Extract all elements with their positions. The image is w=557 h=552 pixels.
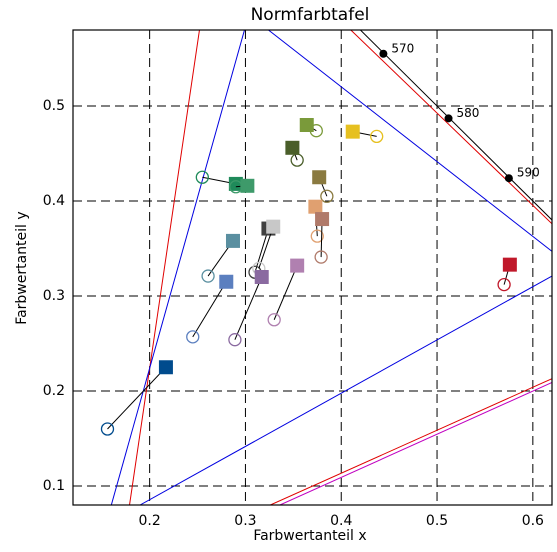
locus-point [379,49,388,58]
square-marker [308,199,323,214]
square-marker [266,219,281,234]
reference-line [350,30,552,225]
circle-marker [290,153,304,167]
plot-area [73,30,552,505]
square-marker [225,233,240,248]
square-marker [158,360,173,375]
square-marker [254,270,269,284]
circle-marker [267,313,281,327]
locus-label: 590 [517,166,540,180]
reference-line [139,275,552,505]
x-tick-label: 0.3 [234,513,256,529]
x-tick-label: 0.5 [426,513,448,529]
circle-marker [310,229,324,243]
y-tick-label: 0.3 [43,288,65,304]
y-tick-label: 0.1 [43,478,65,494]
locus-label: 570 [391,41,414,55]
circle-marker [100,422,115,436]
circle-marker [309,124,323,138]
chart-title: Normfarbtafel [251,5,370,25]
square-marker [299,118,314,132]
circle-marker [195,170,209,184]
locus-label: 580 [457,106,480,120]
circle-marker [186,330,200,344]
square-marker [315,212,330,227]
reference-line [129,30,200,505]
y-axis-label: Farbwertanteil y [14,211,30,324]
square-marker [345,124,360,139]
square-marker [285,140,300,155]
reference-line [268,30,552,252]
reference-line [360,30,552,221]
y-tick-label: 0.5 [43,98,65,114]
circle-marker [497,277,511,292]
square-marker [312,170,327,185]
x-tick-label: 0.6 [522,513,544,529]
locus-point [444,114,453,123]
y-tick-label: 0.2 [43,383,65,399]
reference-line [110,30,245,505]
connector [192,281,227,338]
x-axis-label: Farbwertanteil x [253,528,366,544]
reference-line [270,378,552,505]
circle-marker [320,189,334,203]
reference-line [279,381,552,505]
x-tick-label: 0.2 [139,513,161,529]
y-tick-label: 0.4 [43,193,65,209]
plot-frame [72,29,553,506]
locus-point [504,174,513,183]
square-marker [219,274,234,289]
circle-marker [314,250,328,264]
circle-marker [370,129,384,144]
square-marker [502,257,517,272]
connector [234,276,263,340]
square-marker [240,178,255,193]
connector [273,265,298,320]
connector [107,366,167,430]
square-marker [290,258,305,273]
square-marker [228,176,243,191]
circle-marker [228,333,242,347]
x-tick-label: 0.4 [330,513,352,529]
connector [254,228,269,273]
circle-marker [229,180,243,194]
circle-marker [201,269,215,283]
